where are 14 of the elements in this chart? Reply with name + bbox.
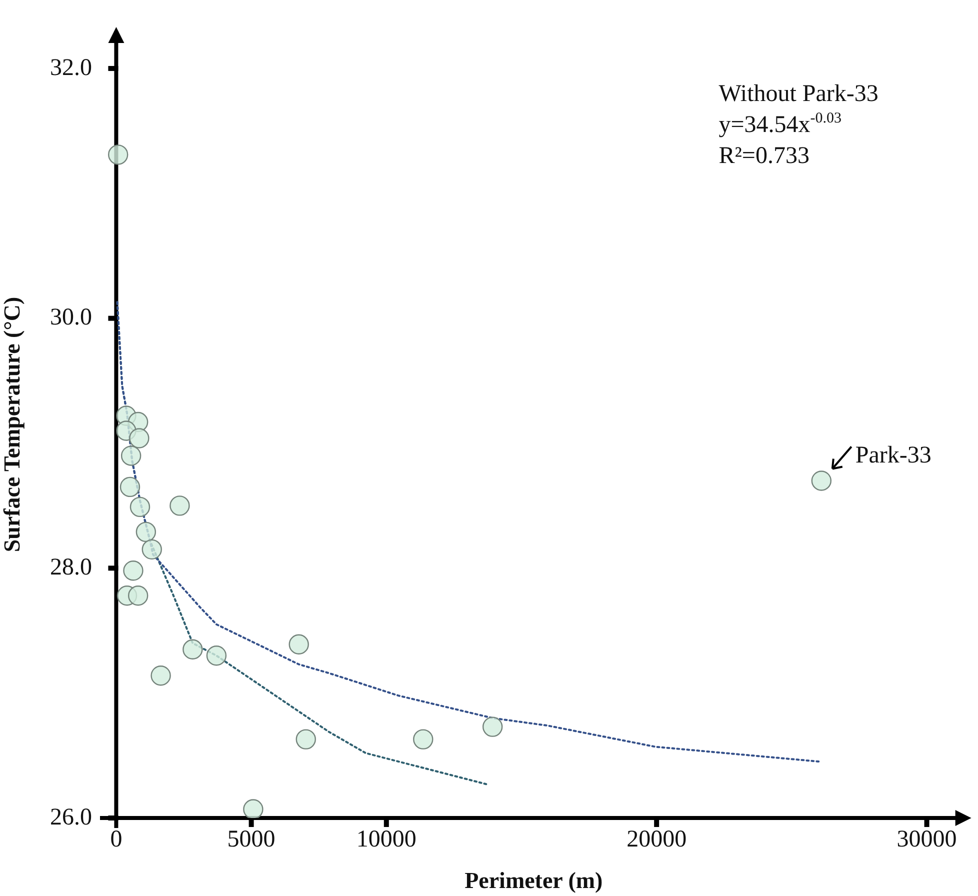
annotation: Park-33: [855, 442, 932, 469]
y-tick-label: 30.0: [50, 304, 92, 331]
y-axis-title: Surface Temperature (°C): [0, 296, 25, 552]
y-tick-label: 26.0: [50, 804, 92, 830]
annotation: Without Park-33: [718, 81, 878, 107]
x-tick-label: 30000: [896, 826, 957, 853]
x-tick-label: 20000: [626, 826, 687, 853]
x-tick-label: 10000: [356, 826, 416, 853]
x-tick-label: 5000: [227, 826, 276, 853]
y-tick-label: 28.0: [50, 554, 92, 580]
annotation: R²=0.733: [718, 143, 810, 169]
y-tick-label: 32.0: [50, 54, 92, 81]
x-axis-title: Perimeter (m): [464, 868, 603, 894]
x-tick-label: 0: [110, 826, 122, 853]
